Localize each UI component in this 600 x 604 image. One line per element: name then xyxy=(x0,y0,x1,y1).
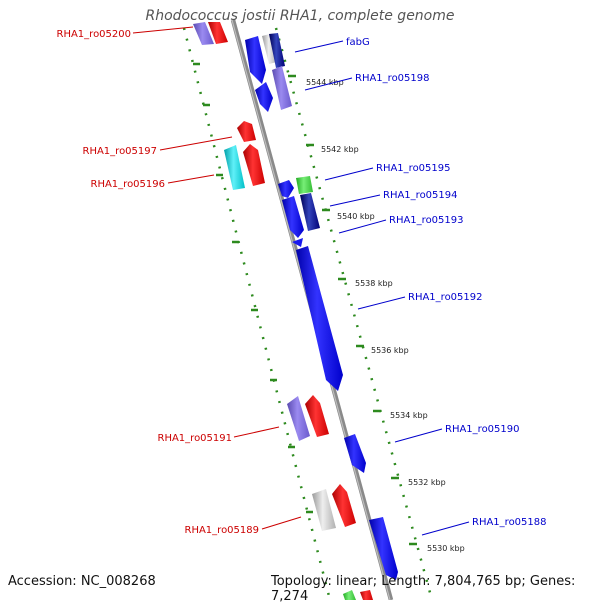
left-gene-features xyxy=(193,22,373,600)
scale-label: 5536 kbp xyxy=(371,346,409,355)
gene-label-ro05190[interactable]: RHA1_ro05190 xyxy=(445,424,520,435)
scale-label: 5532 kbp xyxy=(408,478,446,487)
gene-arrow-ro05195[interactable] xyxy=(278,180,294,198)
gene-label-ro05196[interactable]: RHA1_ro05196 xyxy=(91,179,166,190)
left-gene-labels: RHA1_ro05200 RHA1_ro05197 RHA1_ro05196 R… xyxy=(57,29,260,536)
scale-label: 5540 kbp xyxy=(337,212,375,221)
gene-label-ro05191[interactable]: RHA1_ro05191 xyxy=(158,433,233,444)
gene-arrow-ro05196-cyan[interactable] xyxy=(224,145,245,190)
accession-label: Accession: NC_008268 xyxy=(8,574,156,589)
genome-title: Rhodococcus jostii RHA1, complete genome xyxy=(145,8,455,24)
gene-arrow-bottom-red[interactable] xyxy=(360,590,373,600)
scale-label: 5534 kbp xyxy=(390,411,428,420)
right-gene-labels: fabG RHA1_ro05198 RHA1_ro05195 RHA1_ro05… xyxy=(346,37,547,528)
gene-label-ro05192[interactable]: RHA1_ro05192 xyxy=(408,292,483,303)
gene-label-ro05188[interactable]: RHA1_ro05188 xyxy=(472,517,547,528)
gene-label-ro05189[interactable]: RHA1_ro05189 xyxy=(185,525,260,536)
gene-label-ro05200[interactable]: RHA1_ro05200 xyxy=(57,29,132,40)
left-guide-ticks xyxy=(193,62,313,514)
gene-arrow-ro05188[interactable] xyxy=(369,517,398,580)
scale-label: 5530 kbp xyxy=(427,544,465,553)
gene-arrow-ro05197[interactable] xyxy=(237,121,256,142)
gene-arrow-ro05198-purple[interactable] xyxy=(272,66,292,110)
gene-arrow-ro05190[interactable] xyxy=(344,434,366,473)
gene-arrow-ro05198-blue[interactable] xyxy=(255,82,273,112)
gene-label-ro05193[interactable]: RHA1_ro05193 xyxy=(389,215,464,226)
gene-arrow-ro05193-blue[interactable] xyxy=(282,196,304,238)
gene-arrow-bottom-green[interactable] xyxy=(343,590,356,600)
gene-label-ro05195[interactable]: RHA1_ro05195 xyxy=(376,163,451,174)
gene-arrow-small-blue[interactable] xyxy=(292,238,303,247)
gene-arrow-ro05194[interactable] xyxy=(296,176,313,194)
gene-arrow-ro05193-navy[interactable] xyxy=(300,193,320,231)
gene-arrow-ro05189-red[interactable] xyxy=(332,484,356,527)
scale-label: 5544 kbp xyxy=(306,78,344,87)
right-gene-features xyxy=(245,33,398,580)
right-outer-dotted-guide xyxy=(274,27,434,600)
gene-arrow-ro05196-red[interactable] xyxy=(243,144,265,186)
gene-label-ro05194[interactable]: RHA1_ro05194 xyxy=(383,190,458,201)
gene-arrow-ro05189-gray[interactable] xyxy=(312,489,336,531)
gene-arrow-ro05200-purple[interactable] xyxy=(193,22,214,45)
scale-labels: 5544 kbp 5542 kbp 5540 kbp 5538 kbp 5536… xyxy=(306,78,465,553)
left-leader-lines xyxy=(132,26,302,530)
scale-label: 5542 kbp xyxy=(321,145,359,154)
scale-label: 5538 kbp xyxy=(355,279,393,288)
gene-label-ro05197[interactable]: RHA1_ro05197 xyxy=(83,146,158,157)
gene-arrow-fabG[interactable] xyxy=(245,36,266,84)
gene-arrow-fabG-gray[interactable] xyxy=(262,34,277,64)
gene-arrow-ro05200-red[interactable] xyxy=(208,22,228,44)
gene-arrow-ro05192[interactable] xyxy=(296,246,343,391)
gene-arrow-ro05191-red[interactable] xyxy=(305,395,329,437)
scale-ticks xyxy=(288,74,417,546)
gene-label-fabG[interactable]: fabG xyxy=(346,37,370,48)
gene-arrow-ro05191-purple[interactable] xyxy=(287,396,310,441)
gene-label-ro05198[interactable]: RHA1_ro05198 xyxy=(355,73,430,84)
gene-arrow-fabG-navy[interactable] xyxy=(269,33,285,68)
right-leader-lines xyxy=(294,40,470,536)
